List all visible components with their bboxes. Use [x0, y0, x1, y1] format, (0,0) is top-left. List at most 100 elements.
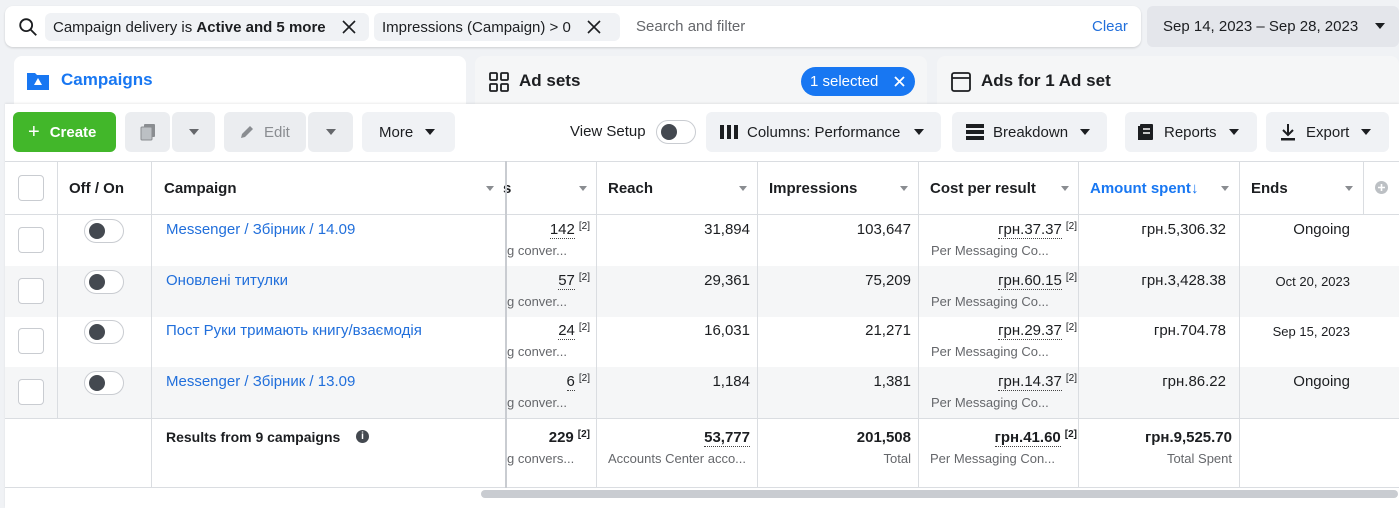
campaign-toggle[interactable] [84, 320, 124, 344]
reports-button[interactable]: Reports [1125, 112, 1257, 152]
chevron-down-icon [1080, 129, 1091, 135]
campaign-name-link[interactable]: Messenger / Збірник / 14.09 [166, 221, 356, 238]
ends-value: Oct 20, 2023 [1275, 274, 1350, 289]
more-button[interactable]: More [362, 112, 455, 152]
search-input[interactable]: Search and filter [636, 18, 746, 35]
row-checkbox[interactable] [18, 328, 44, 354]
row-checkbox[interactable] [18, 227, 44, 253]
filter-chip-impressions[interactable]: Impressions (Campaign) > 0 [374, 13, 620, 41]
sort-caret-icon[interactable] [739, 186, 747, 191]
amount-spent-value: грн.86.22 [1162, 373, 1226, 390]
columns-button[interactable]: Columns: Performance [706, 112, 941, 152]
columns-label: Columns: Performance [747, 123, 901, 141]
chevron-down-icon [425, 129, 436, 135]
sort-caret-icon[interactable] [1061, 186, 1069, 191]
column-header-reach[interactable]: Reach [608, 180, 654, 197]
select-all-checkbox[interactable] [18, 175, 44, 201]
close-icon[interactable] [587, 20, 601, 34]
column-header-impressions[interactable]: Impressions [769, 180, 858, 197]
close-icon[interactable] [894, 76, 905, 87]
reach-value: 31,894 [704, 221, 750, 238]
column-header-results[interactable]: s [503, 180, 512, 197]
horizontal-scrollbar[interactable] [481, 490, 1398, 498]
column-divider [596, 161, 597, 488]
row-checkbox[interactable] [18, 379, 44, 405]
export-button[interactable]: Export [1266, 112, 1389, 152]
filter-chip-delivery[interactable]: Campaign delivery is Active and 5 more [45, 13, 369, 41]
view-setup-toggle[interactable] [656, 120, 696, 144]
results-value: 142 [2] [549, 221, 590, 239]
row-checkbox[interactable] [18, 278, 44, 304]
campaign-name-link[interactable]: Messenger / Збірник / 13.09 [166, 373, 356, 390]
totals-label: Results from 9 campaigns [166, 429, 341, 445]
create-button[interactable]: + Create [13, 112, 116, 152]
table-row[interactable]: Messenger / Збірник / 14.09 142 [2] g conve… [5, 215, 1399, 266]
results-value: 6 [2] [566, 373, 590, 391]
column-header-amount-spent[interactable]: Amount spent [1090, 180, 1191, 197]
duplicate-button[interactable] [125, 112, 170, 152]
breakdown-label: Breakdown [993, 123, 1069, 141]
totals-spent-sub: Total Spent [1166, 451, 1232, 466]
date-range-picker[interactable]: Sep 14, 2023 – Sep 28, 2023 [1147, 6, 1399, 47]
sort-caret-icon[interactable] [1221, 186, 1229, 191]
amount-spent-value: грн.5,306.32 [1141, 221, 1226, 238]
toggle-knob [661, 124, 677, 140]
column-header-ends[interactable]: Ends [1251, 180, 1288, 197]
info-icon[interactable]: i [356, 430, 369, 443]
toggle-knob [89, 274, 105, 290]
cost-per-result-sub: Per Messaging Co... [931, 243, 1049, 258]
tab-label: Ads for 1 Ad set [981, 71, 1111, 90]
download-icon [1281, 124, 1295, 141]
sort-caret-icon[interactable] [486, 186, 494, 191]
column-divider [57, 161, 58, 418]
export-label: Export [1306, 123, 1350, 141]
amount-spent-value: грн.704.78 [1153, 322, 1226, 339]
cost-per-result-sub: Per Messaging Co... [931, 395, 1049, 410]
results-value: 24 [2] [558, 322, 590, 340]
sort-arrow-down-icon[interactable]: ↓ [1191, 180, 1199, 197]
ends-value: Sep 15, 2023 [1272, 324, 1350, 339]
search-icon[interactable] [17, 16, 39, 38]
sort-caret-icon[interactable] [579, 186, 587, 191]
results-sub: g conver... [507, 395, 567, 410]
campaign-toggle[interactable] [84, 270, 124, 294]
campaign-name-link[interactable]: Пост Руки тримають книгу/взаємодія [166, 322, 422, 339]
toggle-knob [89, 223, 105, 239]
pencil-icon [241, 126, 253, 138]
campaign-name-link[interactable]: Оновлені титулки [166, 272, 288, 289]
campaign-toggle[interactable] [84, 371, 124, 395]
selected-badge[interactable]: 1 selected [801, 67, 915, 96]
totals-impressions: 201,508 [856, 429, 911, 446]
duplicate-dropdown[interactable] [172, 112, 215, 152]
column-divider [1363, 161, 1364, 215]
breakdown-button[interactable]: Breakdown [952, 112, 1107, 152]
sort-caret-icon[interactable] [1345, 186, 1353, 191]
edit-dropdown[interactable] [308, 112, 353, 152]
columns-icon [720, 125, 738, 139]
totals-results-sub: g convers... [507, 451, 575, 466]
table-row[interactable]: Messenger / Збірник / 13.09 6 [2] g conver.… [5, 367, 1399, 418]
edit-button[interactable]: Edit [224, 112, 306, 152]
column-header-cost-per-result[interactable]: Cost per result [930, 180, 1036, 197]
chevron-down-icon [1375, 23, 1385, 29]
clear-link[interactable]: Clear [1092, 18, 1128, 35]
column-header-off-on[interactable]: Off / On [69, 180, 124, 197]
close-icon[interactable] [342, 20, 356, 34]
table-row[interactable]: Оновлені титулки 57 [2] g conver... 29,361 75… [5, 266, 1399, 317]
selected-badge-label: 1 selected [810, 73, 879, 90]
table-row[interactable]: Пост Руки тримають книгу/взаємодія 24 [2] g… [5, 316, 1399, 367]
tab-ads[interactable]: Ads for 1 Ad set [937, 56, 1399, 104]
results-sub: g conver... [507, 294, 567, 309]
breakdown-icon [966, 124, 984, 140]
chevron-down-icon [188, 129, 199, 135]
column-header-campaign[interactable]: Campaign [164, 180, 237, 197]
sort-caret-icon[interactable] [900, 186, 908, 191]
chevron-down-icon [1228, 129, 1239, 135]
add-column-icon[interactable] [1375, 181, 1388, 194]
chevron-down-icon [325, 129, 336, 135]
view-setup-label: View Setup [570, 123, 646, 140]
tab-campaigns[interactable]: Campaigns [14, 56, 466, 104]
campaign-toggle[interactable] [84, 219, 124, 243]
duplicate-icon [140, 124, 155, 141]
cost-per-result-sub: Per Messaging Co... [931, 344, 1049, 359]
